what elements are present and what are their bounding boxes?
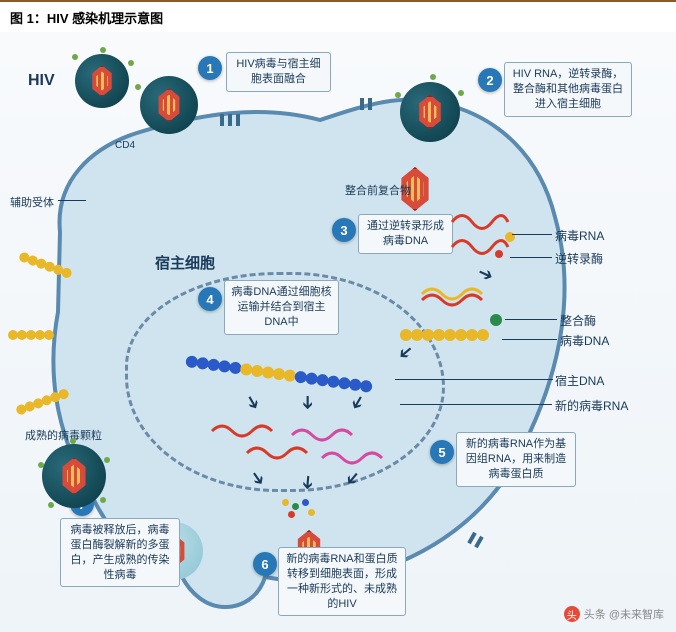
virus-spike-icon (128, 60, 134, 66)
protein-cluster (280, 497, 320, 521)
pre-integration-label: 整合前复合物 (345, 182, 411, 198)
virus-spike-icon (48, 502, 54, 508)
pointer-line (395, 379, 553, 380)
virus-spike-icon (100, 497, 106, 503)
hiv-label: HIV (28, 72, 55, 90)
viral-dna-chain (400, 328, 488, 342)
step-text-4: 病毒DNA通过细胞核运输并结合到宿主DNA中 (224, 280, 339, 335)
enzyme-dot (490, 314, 502, 326)
step-text-7: 病毒被释放后，病毒蛋白酶裂解新的多蛋白，产生成熟的传染性病毒 (60, 518, 180, 587)
integrase-label: 整合酶 (560, 312, 596, 329)
virus-spike-icon (100, 47, 106, 53)
virus-attaching (140, 76, 198, 134)
virus-spike-icon (104, 457, 110, 463)
watermark: 头 头条 @未来智库 (564, 606, 664, 622)
membrane-protein (220, 114, 224, 126)
step-text-5: 新的病毒RNA作为基因组RNA，用来制造病毒蛋白质 (456, 432, 576, 487)
capsid-icon (90, 65, 114, 96)
receptor-chain (8, 330, 53, 340)
virus-spike-icon (38, 462, 44, 468)
host-cell-label: 宿主细胞 (155, 252, 215, 273)
step-text-2: HIV RNA，逆转录酶，整合酶和其他病毒蛋白进入宿主细胞 (504, 62, 632, 117)
diagram-canvas: 宿主细胞 HIV CD4 辅助受体 1 HIV病毒与宿主细胞表面融合 2 HIV… (0, 32, 676, 632)
virus-spike-icon (70, 438, 76, 444)
pointer-line (502, 339, 557, 340)
pointer-line (58, 200, 86, 201)
virus-free (75, 54, 129, 108)
new-viral-rna-label: 新的病毒RNA (555, 397, 628, 414)
step-badge-5: 5 (430, 440, 454, 464)
step-badge-6: 6 (253, 552, 277, 576)
figure-title: 图 1：HIV 感染机理示意图 (0, 0, 676, 35)
host-dna-label: 宿主DNA (555, 372, 604, 389)
virus-fusing (400, 82, 460, 142)
enzyme-dot (495, 250, 503, 258)
virus-spike-icon (395, 92, 401, 98)
viral-rna-label: 病毒RNA (555, 227, 604, 244)
capsid-icon (60, 457, 89, 494)
pointer-line (510, 257, 552, 258)
reverse-transcriptase-label: 逆转录酶 (555, 250, 603, 267)
virus-spike-icon (458, 90, 464, 96)
virus-spike-icon (430, 74, 436, 80)
new-rna-strand (320, 447, 390, 469)
pointer-line (512, 234, 552, 235)
cd4-label: CD4 (115, 140, 135, 151)
pointer-line (505, 319, 557, 320)
coreceptor-label: 辅助受体 (10, 194, 54, 210)
step-badge-2: 2 (478, 68, 502, 92)
step-text-6: 新的病毒RNA和蛋白质转移到细胞表面，形成一种新形式的、未成熟的HIV (278, 547, 406, 616)
mature-virion-label: 成熟的病毒颗粒 (25, 427, 102, 443)
arrow-icon: ➔ (296, 474, 318, 491)
step-text-3: 通过逆转录形成病毒DNA (358, 214, 453, 254)
watermark-text: 头条 @未来智库 (584, 606, 664, 622)
rna-dna-hybrid (420, 282, 490, 308)
new-rna-strand (210, 420, 280, 442)
mature-virion (42, 444, 106, 508)
step-badge-1: 1 (198, 56, 222, 80)
virus-spike-icon (135, 84, 141, 90)
step-text-1: HIV病毒与宿主细胞表面融合 (226, 52, 331, 92)
virus-spike-icon (72, 54, 78, 60)
new-rna-strand (245, 442, 315, 464)
capsid-icon (156, 88, 182, 122)
pointer-line (400, 404, 552, 405)
step-badge-3: 3 (332, 218, 356, 242)
membrane-protein (360, 98, 364, 110)
watermark-icon: 头 (564, 606, 580, 622)
capsid-icon (417, 95, 444, 130)
arrow-icon: ➔ (297, 395, 318, 410)
step-badge-4: 4 (198, 287, 222, 311)
viral-dna-label: 病毒DNA (560, 332, 609, 349)
viral-rna-strand (450, 232, 510, 262)
